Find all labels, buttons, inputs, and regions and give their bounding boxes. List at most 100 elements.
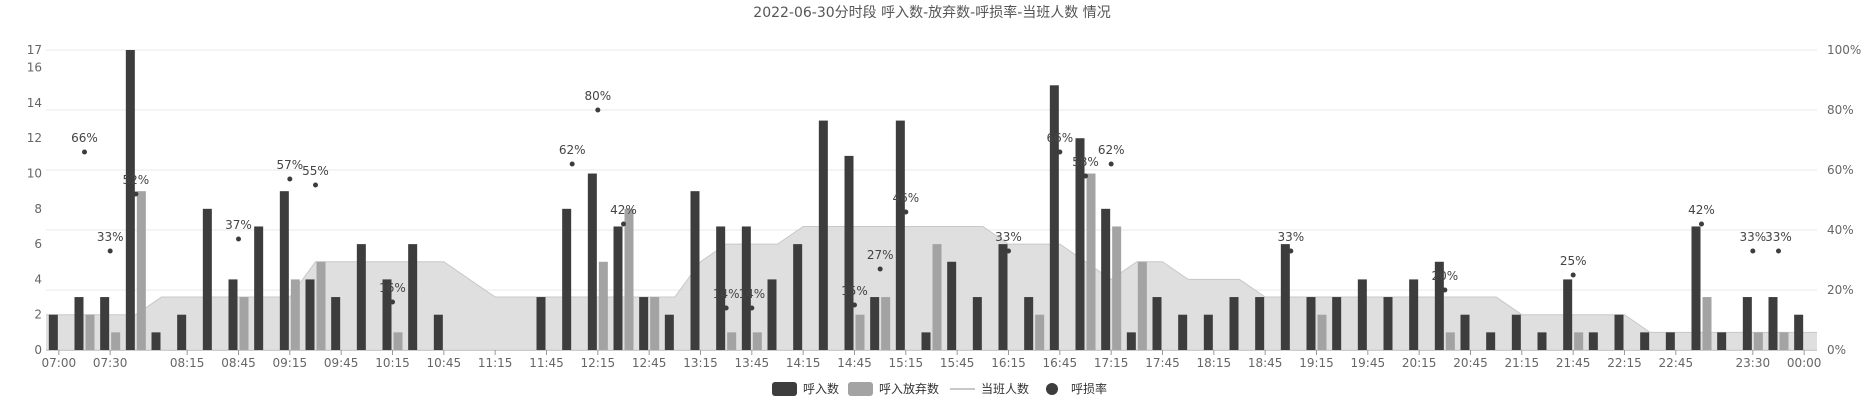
loss-rate-label: 16% bbox=[379, 281, 406, 295]
x-tick-label: 18:45 bbox=[1248, 356, 1283, 370]
bar-calls bbox=[74, 297, 84, 350]
loss-rate-label: 42% bbox=[1688, 203, 1715, 217]
staff-line bbox=[46, 225, 1817, 333]
bar-abandoned bbox=[85, 314, 95, 350]
bar-calls bbox=[1486, 332, 1496, 350]
bar-calls bbox=[177, 314, 187, 350]
bar-calls bbox=[1640, 332, 1650, 350]
loss-rate-dot bbox=[595, 107, 601, 113]
x-tick-label: 16:15 bbox=[991, 356, 1026, 370]
y-left-tick-label: 16 bbox=[27, 61, 42, 75]
bar-calls bbox=[690, 191, 700, 350]
loss-rate-dot bbox=[877, 266, 883, 272]
y-right-tick-label: 0% bbox=[1827, 343, 1846, 357]
loss-rate-label: 20% bbox=[1431, 269, 1458, 283]
legend-swatch bbox=[1046, 383, 1058, 395]
loss-rate-label: 66% bbox=[71, 131, 98, 145]
loss-rate-dot bbox=[1776, 248, 1781, 254]
loss-rate-dot bbox=[1006, 248, 1011, 254]
bar-abandoned bbox=[239, 297, 249, 350]
bar-calls bbox=[793, 244, 803, 350]
bar-calls bbox=[151, 332, 161, 350]
loss-rate-dot bbox=[133, 191, 139, 197]
x-tick-label: 20:15 bbox=[1402, 356, 1437, 370]
bar-calls bbox=[1588, 332, 1598, 350]
bar-abandoned bbox=[111, 332, 121, 350]
x-tick-label: 12:15 bbox=[581, 356, 616, 370]
loss-rate-label: 42% bbox=[610, 203, 637, 217]
loss-rate-label: 37% bbox=[225, 218, 252, 232]
y-left-tick-label: 8 bbox=[34, 202, 42, 216]
x-tick-label: 15:45 bbox=[940, 356, 975, 370]
bar-abandoned bbox=[290, 279, 300, 350]
y-left-tick-label: 0 bbox=[34, 343, 42, 357]
legend-label: 当班人数 bbox=[981, 381, 1029, 396]
chart-title: 2022-06-30分时段 呼入数-放弃数-呼损率-当班人数 情况 bbox=[753, 4, 1110, 21]
bar-calls bbox=[1152, 297, 1162, 350]
loss-rate-dot bbox=[749, 305, 755, 311]
bar-calls bbox=[767, 279, 777, 350]
y-right-tick-label: 20% bbox=[1827, 283, 1854, 297]
x-tick-label: 13:45 bbox=[735, 356, 770, 370]
bar-calls bbox=[947, 261, 957, 350]
x-tick-label: 12:45 bbox=[632, 356, 667, 370]
bar-calls bbox=[1691, 226, 1701, 350]
bar-abandoned bbox=[1445, 332, 1455, 350]
bar-calls bbox=[664, 314, 674, 350]
bar-calls bbox=[1383, 297, 1393, 350]
bar-calls bbox=[1460, 314, 1470, 350]
loss-rate-label: 55% bbox=[302, 164, 329, 178]
x-tick-label: 19:15 bbox=[1299, 356, 1334, 370]
x-tick-label: 22:45 bbox=[1659, 356, 1694, 370]
bar-calls bbox=[562, 208, 572, 350]
bar-calls bbox=[844, 155, 854, 350]
bar-calls bbox=[870, 297, 880, 350]
bar-calls bbox=[356, 244, 366, 350]
bar-calls bbox=[639, 297, 649, 350]
bar-abandoned bbox=[855, 314, 865, 350]
loss-rate-dot bbox=[569, 161, 575, 167]
bar-calls bbox=[100, 297, 110, 350]
loss-rate-dot bbox=[1083, 173, 1088, 179]
axes: 0% 20% 40% 60% 80% 100% 0 2 4 6 8 10 12 14 16 17 07:00 07… bbox=[27, 43, 1862, 370]
x-tick-label: 21:15 bbox=[1505, 356, 1540, 370]
bar-abandoned bbox=[1035, 314, 1045, 350]
bar-abandoned bbox=[316, 261, 326, 350]
bar-abandoned bbox=[1317, 314, 1327, 350]
bar-abandoned bbox=[752, 332, 762, 350]
loss-rate-label: 14% bbox=[713, 287, 740, 301]
bar-calls bbox=[716, 226, 726, 350]
x-tick-label: 08:45 bbox=[221, 356, 256, 370]
loss-rate-dot bbox=[287, 176, 293, 182]
loss-rate-label: 57% bbox=[276, 158, 303, 172]
bar-calls bbox=[1537, 332, 1547, 350]
bar-calls bbox=[921, 332, 931, 350]
x-tick-label: 14:15 bbox=[786, 356, 821, 370]
bar-calls bbox=[1306, 297, 1316, 350]
loss-rate-label: 80% bbox=[584, 89, 611, 103]
legend-label: 呼损率 bbox=[1071, 381, 1107, 396]
bar-calls bbox=[125, 50, 135, 350]
loss-rate-dot bbox=[852, 302, 857, 308]
bar-calls bbox=[1742, 297, 1752, 350]
bar-calls bbox=[818, 120, 828, 351]
bar-abandoned bbox=[624, 208, 634, 350]
x-tick-label: 17:15 bbox=[1094, 356, 1129, 370]
loss-rate-dot bbox=[390, 299, 395, 305]
loss-rate-label: 33% bbox=[1277, 230, 1304, 244]
loss-rate-label: 27% bbox=[867, 248, 894, 262]
bar-calls bbox=[1126, 332, 1136, 350]
y-left-tick-label: 6 bbox=[34, 237, 42, 251]
bar-calls bbox=[1280, 244, 1290, 350]
loss-rate-dot bbox=[107, 248, 113, 254]
loss-rate-dot bbox=[1442, 287, 1448, 293]
y-right-tick-label: 60% bbox=[1827, 163, 1854, 177]
bar-abandoned bbox=[1753, 332, 1763, 350]
loss-rate-dot bbox=[1108, 161, 1114, 167]
x-tick-label: 07:00 bbox=[42, 356, 77, 370]
loss-rate-dot bbox=[1288, 248, 1294, 254]
x-tick-label: 17:45 bbox=[1145, 356, 1180, 370]
bar-calls bbox=[1075, 138, 1085, 350]
loss-rate-label: 14% bbox=[738, 287, 765, 301]
